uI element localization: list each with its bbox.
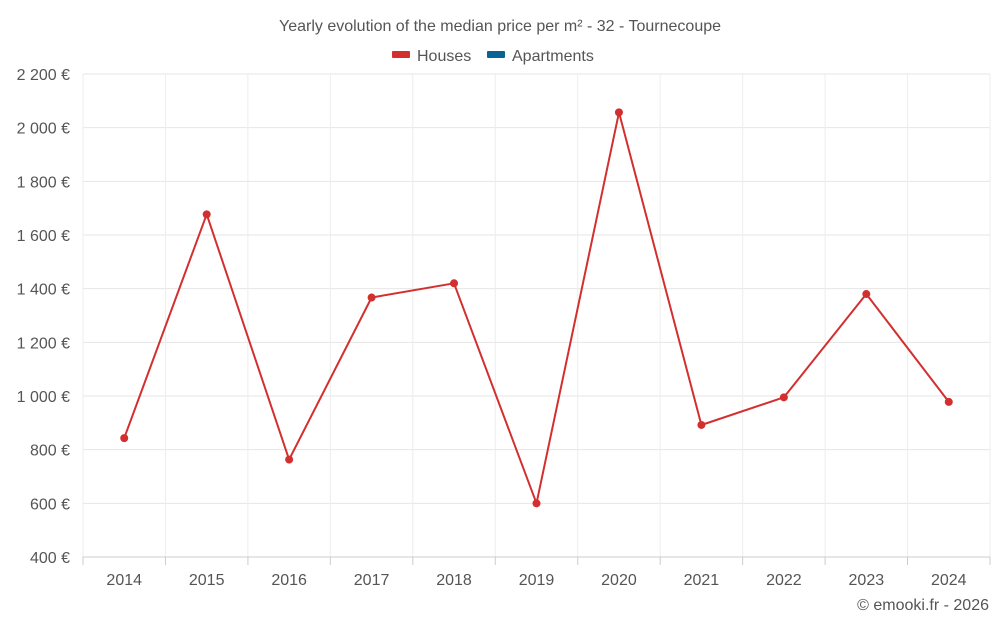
y-tick-label: 1 000 € xyxy=(17,389,70,406)
x-tick-label: 2015 xyxy=(189,572,225,589)
data-point[interactable] xyxy=(367,293,376,302)
data-point[interactable] xyxy=(614,108,623,117)
data-point[interactable] xyxy=(944,397,953,406)
legend-item-houses[interactable]: Houses xyxy=(392,48,471,65)
credit-text: © emooki.fr - 2026 xyxy=(857,597,989,614)
data-point[interactable] xyxy=(779,393,788,402)
x-tick-label: 2016 xyxy=(271,572,307,589)
series-houses xyxy=(120,108,953,508)
data-point[interactable] xyxy=(862,290,871,299)
data-point[interactable] xyxy=(285,455,294,464)
x-tick-label: 2020 xyxy=(601,572,637,589)
legend: Houses Apartments xyxy=(392,48,594,65)
grid xyxy=(82,73,991,558)
y-tick-label: 600 € xyxy=(30,496,70,513)
y-axis: 400 € 600 € 800 € 1 000 € 1 200 € 1 400 € 1 60… xyxy=(17,67,70,567)
x-tick-label: 2024 xyxy=(931,572,967,589)
x-tick-label: 2017 xyxy=(354,572,390,589)
x-axis: 2014 2015 2016 2017 2018 2019 2020 2021 2022 2023… xyxy=(82,556,991,589)
chart-title: Yearly evolution of the median price per… xyxy=(279,18,721,35)
data-point[interactable] xyxy=(202,210,211,219)
data-point[interactable] xyxy=(120,434,129,443)
y-tick-label: 1 600 € xyxy=(17,228,70,245)
legend-label-apartments: Apartments xyxy=(512,48,594,65)
x-tick-label: 2014 xyxy=(106,572,142,589)
legend-label-houses: Houses xyxy=(417,48,471,65)
x-tick-label: 2023 xyxy=(849,572,885,589)
data-point[interactable] xyxy=(532,499,541,508)
legend-item-apartments[interactable]: Apartments xyxy=(487,48,594,65)
x-tick-label: 2021 xyxy=(684,572,720,589)
y-tick-label: 1 800 € xyxy=(17,174,70,191)
legend-swatch-apartments xyxy=(487,51,505,58)
y-tick-label: 800 € xyxy=(30,443,70,460)
x-tick-label: 2018 xyxy=(436,572,472,589)
data-point[interactable] xyxy=(450,279,459,288)
x-tick-label: 2019 xyxy=(519,572,555,589)
y-tick-label: 2 000 € xyxy=(17,121,70,138)
y-tick-label: 1 200 € xyxy=(17,335,70,352)
y-tick-label: 2 200 € xyxy=(17,67,70,84)
y-tick-label: 1 400 € xyxy=(17,282,70,299)
y-tick-label: 400 € xyxy=(30,550,70,567)
legend-swatch-houses xyxy=(392,51,410,58)
data-point[interactable] xyxy=(697,420,706,429)
x-tick-label: 2022 xyxy=(766,572,802,589)
